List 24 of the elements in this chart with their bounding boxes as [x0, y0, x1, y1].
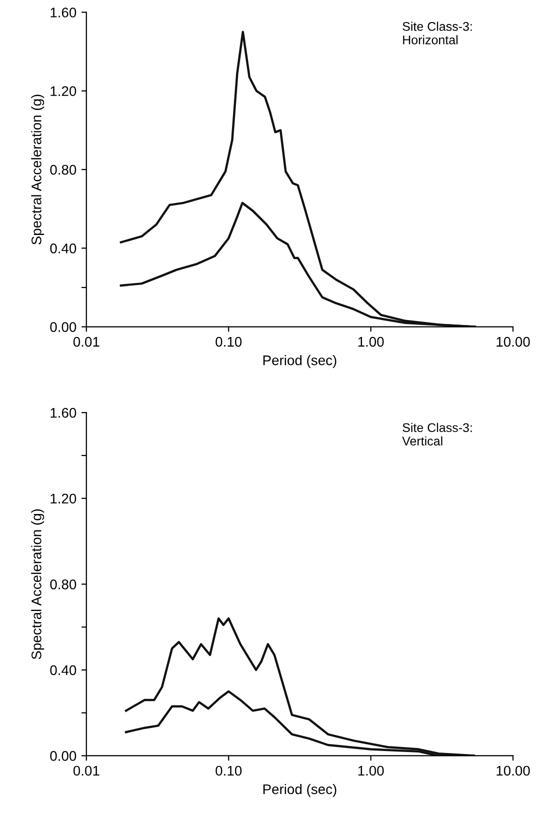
y-tick-label: 1.20 [50, 494, 76, 504]
x-axis-title: Period (sec) [263, 784, 336, 797]
x-tick-label: 10.00 [496, 336, 530, 347]
y-tick-label: 0.80 [50, 579, 76, 590]
x-tick-label: 0.10 [216, 766, 242, 776]
x-tick-label: 0.01 [73, 336, 100, 347]
y-axis-title: Spectral Acceleration (g) [31, 509, 44, 660]
y-tick-label: 0.80 [50, 164, 76, 175]
y-tick-label: 1.60 [50, 8, 76, 18]
y-tick-label: 0.40 [50, 665, 76, 676]
x-tick-label: 0.10 [216, 336, 242, 347]
y-tick-label: 1.20 [50, 86, 76, 96]
y-tick-label: 1.60 [50, 408, 76, 418]
y-tick-label: 0.00 [50, 322, 76, 332]
x-tick-label: 10.00 [496, 766, 530, 776]
x-tick-label: 0.01 [73, 766, 100, 776]
y-axis-title: Spectral Acceleration (g) [31, 94, 44, 245]
y-tick-label: 0.40 [50, 244, 76, 254]
annotation: Site Class-3: Vertical [402, 422, 472, 446]
x-tick-label: 1.00 [358, 766, 384, 776]
annotation: Site Class-3: Horizontal [402, 22, 472, 44]
y-tick-label: 0.00 [50, 751, 76, 761]
x-tick-label: 1.00 [358, 336, 384, 347]
x-axis-title: Period (sec) [263, 355, 336, 368]
